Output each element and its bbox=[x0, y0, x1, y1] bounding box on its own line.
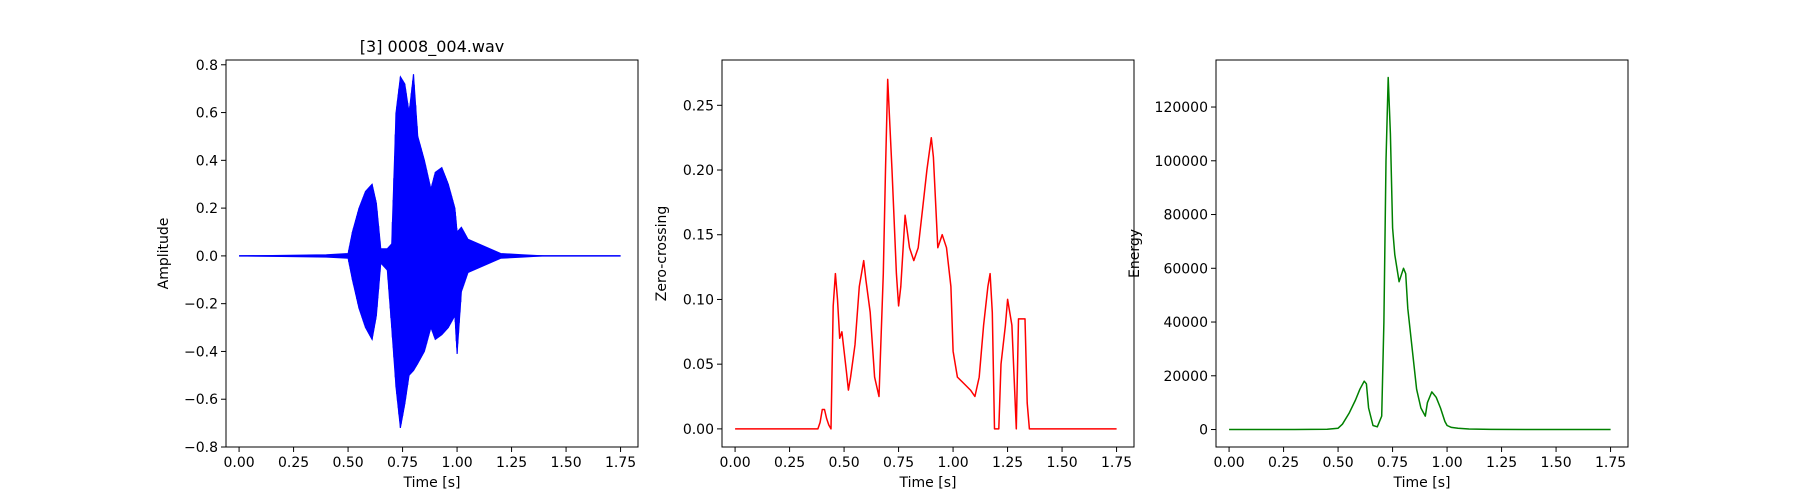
x-axis-label: Time [s] bbox=[899, 475, 957, 491]
x-tick-label: 0.00 bbox=[719, 455, 750, 471]
y-tick-label: 100000 bbox=[1155, 154, 1208, 170]
y-tick-label: 0.25 bbox=[683, 98, 714, 114]
y-tick-label: 120000 bbox=[1155, 100, 1208, 116]
x-tick-label: 0.75 bbox=[883, 455, 914, 471]
x-tick-label: 0.75 bbox=[1377, 455, 1408, 471]
x-axis-label: Time [s] bbox=[1393, 475, 1451, 491]
y-axis-label: Energy bbox=[1127, 229, 1143, 278]
x-axis-label: Time [s] bbox=[403, 475, 461, 491]
x-tick-label: 1.00 bbox=[1431, 455, 1462, 471]
y-tick-label: 0 bbox=[1199, 423, 1208, 439]
x-tick-label: 1.75 bbox=[1595, 455, 1626, 471]
y-tick-label: 80000 bbox=[1163, 208, 1208, 224]
plot-frame bbox=[721, 59, 1135, 448]
y-tick-label: 0.15 bbox=[683, 228, 714, 244]
y-tick-label: 0.20 bbox=[683, 163, 714, 179]
chart-title: [3] 0008_004.wav bbox=[360, 37, 504, 57]
y-tick-label: 0.8 bbox=[196, 58, 218, 74]
y-tick-label: 60000 bbox=[1163, 261, 1208, 277]
y-tick-label: −0.8 bbox=[184, 440, 218, 456]
x-tick-label: 1.50 bbox=[1540, 455, 1571, 471]
x-tick-label: 0.50 bbox=[332, 455, 363, 471]
x-tick-label: 1.25 bbox=[1486, 455, 1517, 471]
y-tick-label: −0.2 bbox=[184, 297, 218, 313]
x-tick-label: 0.25 bbox=[278, 455, 309, 471]
y-tick-label: 0.6 bbox=[196, 106, 218, 122]
x-tick-label: 0.00 bbox=[223, 455, 254, 471]
y-tick-label: 40000 bbox=[1163, 315, 1208, 331]
plot-frame bbox=[225, 59, 639, 448]
y-tick-label: 0.2 bbox=[196, 201, 218, 217]
plot-frame bbox=[1215, 59, 1629, 448]
x-tick-label: 1.75 bbox=[1101, 455, 1132, 471]
x-tick-label: 0.50 bbox=[1322, 455, 1353, 471]
y-axis-label: Zero-crossing bbox=[654, 206, 670, 301]
y-tick-label: 0.00 bbox=[683, 422, 714, 438]
y-tick-label: 0.05 bbox=[683, 357, 714, 373]
x-tick-label: 1.50 bbox=[550, 455, 581, 471]
subplot-energy: 0.00 0.25 0.50 0.75 1.00 1.25 1.50 1.75 0 20000 40… bbox=[1127, 59, 1629, 491]
x-tick-label: 1.50 bbox=[1046, 455, 1077, 471]
energy-line bbox=[1229, 76, 1611, 431]
x-tick-label: 0.25 bbox=[1268, 455, 1299, 471]
y-tick-label: 0.4 bbox=[196, 153, 218, 169]
x-tick-label: 0.25 bbox=[774, 455, 805, 471]
y-tick-label: −0.4 bbox=[184, 344, 218, 360]
subplot-zero-crossing: 0.00 0.25 0.50 0.75 1.00 1.25 1.50 1.75 0.00 0.05… bbox=[654, 59, 1135, 491]
y-tick-label: 20000 bbox=[1163, 369, 1208, 385]
x-tick-label: 0.50 bbox=[828, 455, 859, 471]
y-axis-label: Amplitude bbox=[156, 218, 172, 290]
x-tick-label: 0.75 bbox=[387, 455, 418, 471]
x-tick-label: 0.00 bbox=[1213, 455, 1244, 471]
x-tick-label: 1.25 bbox=[992, 455, 1023, 471]
y-tick-label: 0.10 bbox=[683, 292, 714, 308]
subplot-amplitude: 0.00 0.25 0.50 0.75 1.00 1.25 1.50 1.75 −0.8 −0.6… bbox=[156, 37, 639, 491]
x-tick-label: 1.25 bbox=[496, 455, 527, 471]
x-tick-label: 1.00 bbox=[441, 455, 472, 471]
zero-crossing-line bbox=[735, 78, 1117, 430]
x-tick-label: 1.00 bbox=[937, 455, 968, 471]
y-tick-label: −0.6 bbox=[184, 392, 218, 408]
x-tick-label: 1.75 bbox=[605, 455, 636, 471]
y-tick-label: 0.0 bbox=[196, 249, 218, 265]
